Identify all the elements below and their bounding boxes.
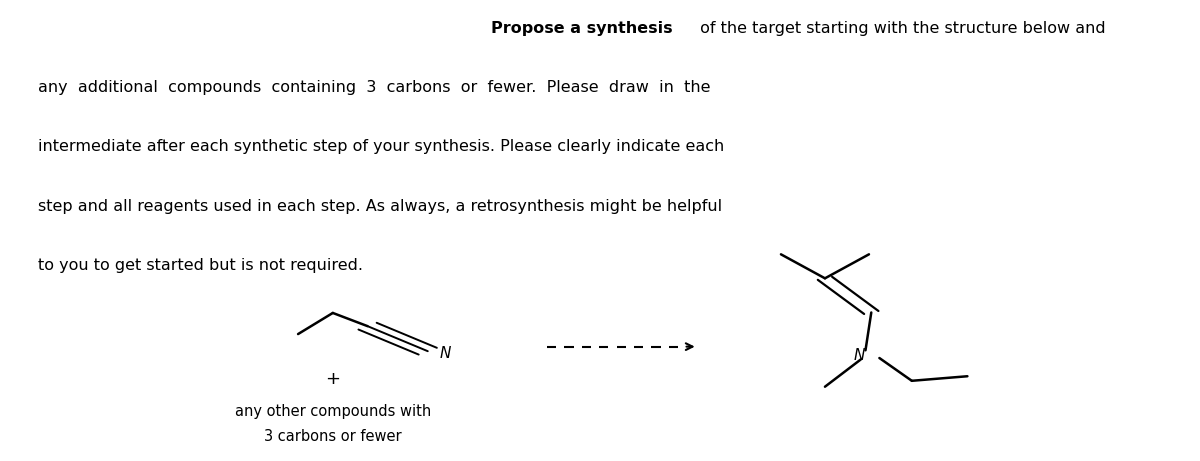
Text: N: N (439, 346, 451, 361)
Text: +: + (325, 370, 341, 388)
Text: step and all reagents used in each step. As always, a retrosynthesis might be he: step and all reagents used in each step.… (37, 199, 721, 213)
Text: N: N (854, 348, 865, 363)
Text: Propose a synthesis: Propose a synthesis (491, 21, 672, 36)
Text: to you to get started but is not required.: to you to get started but is not require… (37, 258, 362, 273)
Text: of the target starting with the structure below and: of the target starting with the structur… (695, 21, 1105, 36)
Text: any  additional  compounds  containing  3  carbons  or  fewer.  Please  draw  in: any additional compounds containing 3 ca… (37, 80, 710, 95)
Text: 3 carbons or fewer: 3 carbons or fewer (264, 429, 402, 443)
Text: any other compounds with: any other compounds with (235, 403, 431, 419)
Text: intermediate after each synthetic step of your synthesis. Please clearly indicat: intermediate after each synthetic step o… (37, 139, 724, 154)
